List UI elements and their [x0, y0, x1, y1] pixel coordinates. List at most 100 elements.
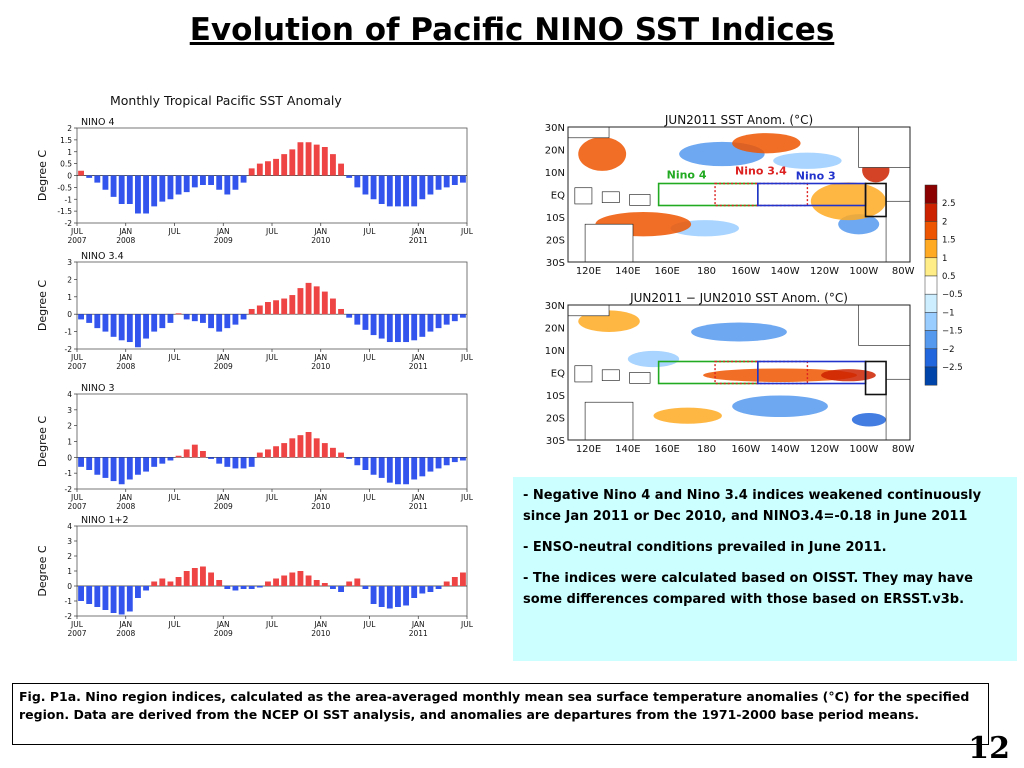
x-tick-label: 2008 — [116, 362, 135, 371]
sst-map-difference: JUN2011 − JUN2010 SST Anom. (°C) 30N 20N 10… — [545, 291, 915, 455]
y-tick-label: -1 — [65, 328, 73, 337]
bar — [346, 175, 353, 178]
bar — [330, 586, 336, 589]
cold-anomaly-patch — [627, 350, 680, 368]
y-axis-label: Degree C — [36, 150, 49, 202]
bar — [110, 457, 117, 482]
bar — [338, 163, 344, 176]
landmass — [629, 194, 651, 206]
bar — [281, 443, 288, 458]
bar — [265, 449, 271, 458]
map-title: JUN2011 − JUN2010 SST Anom. (°C) — [629, 291, 848, 305]
lon-label: 80W — [892, 444, 915, 455]
bar — [183, 449, 190, 458]
bar — [118, 314, 125, 341]
bar — [313, 144, 320, 176]
y-tick-label: 2 — [67, 275, 72, 284]
bar — [427, 175, 434, 195]
bar — [338, 308, 344, 315]
bar — [94, 314, 101, 329]
x-tick-label: JUL — [265, 493, 279, 502]
y-tick-label: 0.5 — [60, 160, 72, 169]
notes-box: - Negative Nino 4 and Nino 3.4 indices w… — [513, 477, 1017, 661]
colorbar-label: −1 — [942, 308, 955, 318]
y-tick-label: -2 — [65, 612, 73, 621]
colorbar-label: 2 — [942, 217, 947, 227]
bar — [200, 314, 206, 323]
bar — [86, 175, 93, 178]
bar — [403, 314, 409, 343]
bar — [265, 302, 271, 315]
colorbar: 2.5 2 1.5 1 0.5 −0.5 −1 −1.5 −2 −2.5 — [924, 184, 963, 386]
cold-anomaly-patch — [773, 152, 842, 169]
bar — [110, 586, 117, 613]
bar — [354, 175, 361, 188]
y-tick-label: -1 — [65, 469, 73, 478]
y-tick-label: 3 — [67, 537, 72, 546]
lat-label: 30S — [546, 436, 565, 447]
lon-label: 120W — [810, 266, 839, 277]
x-tick-label: 2008 — [116, 236, 135, 245]
lon-label: 80W — [892, 266, 915, 277]
lon-label: 140E — [615, 266, 640, 277]
x-tick-label: JUL — [363, 620, 377, 629]
bar — [248, 586, 255, 589]
x-tick-label: JUL — [363, 493, 377, 502]
y-tick-label: -1 — [65, 597, 73, 606]
x-tick-label: JUL — [70, 227, 84, 236]
bar — [191, 568, 198, 586]
bar — [321, 583, 328, 586]
y-tick-label: 1 — [67, 567, 72, 576]
landmass — [601, 191, 620, 203]
bar — [151, 175, 158, 207]
x-tick-label: JUL — [168, 353, 182, 362]
bar — [411, 314, 418, 341]
y-tick-label: -2 — [65, 485, 73, 494]
bar — [232, 175, 239, 190]
warm-anomaly-patch — [703, 368, 857, 382]
x-tick-label: 2008 — [116, 629, 135, 638]
x-tick-label: JAN — [411, 620, 425, 629]
colorbar-swatch — [924, 293, 938, 313]
bar — [216, 580, 223, 586]
bar — [208, 314, 214, 329]
x-tick-label: JAN — [216, 620, 230, 629]
bar — [395, 586, 401, 607]
bar — [321, 443, 328, 458]
bar — [378, 175, 385, 204]
bar — [354, 457, 361, 466]
y-tick-label: -0.5 — [57, 183, 72, 192]
x-tick-label: JUL — [460, 493, 474, 502]
lon-label: 120E — [576, 266, 601, 277]
bar — [256, 305, 263, 315]
bar — [183, 571, 190, 586]
bar — [143, 314, 149, 339]
x-tick-label: JUL — [460, 353, 474, 362]
bar — [191, 444, 198, 458]
bar — [297, 142, 304, 176]
bar — [143, 586, 149, 591]
landmass — [858, 304, 911, 346]
bar — [451, 314, 458, 322]
bar — [167, 314, 174, 323]
x-tick-label: JAN — [411, 493, 425, 502]
note-1: - Negative Nino 4 and Nino 3.4 indices w… — [523, 488, 982, 524]
bar — [346, 581, 353, 586]
bar — [289, 295, 296, 315]
x-tick-label: JUL — [363, 227, 377, 236]
bar — [378, 314, 385, 339]
chart-title: NINO 3.4 — [81, 251, 124, 262]
bar — [419, 314, 426, 337]
x-tick-label: JAN — [216, 493, 230, 502]
colorbar-swatch — [924, 184, 938, 204]
y-tick-label: -1.5 — [57, 207, 72, 216]
x-tick-label: JAN — [216, 353, 230, 362]
panel-title: Monthly Tropical Pacific SST Anomaly — [110, 93, 342, 108]
x-tick-label: 2009 — [214, 502, 233, 511]
bar — [386, 586, 393, 609]
colorbar-label: −2 — [942, 345, 955, 355]
bar — [403, 586, 409, 606]
nino12-box — [864, 182, 887, 218]
bar — [200, 451, 206, 458]
